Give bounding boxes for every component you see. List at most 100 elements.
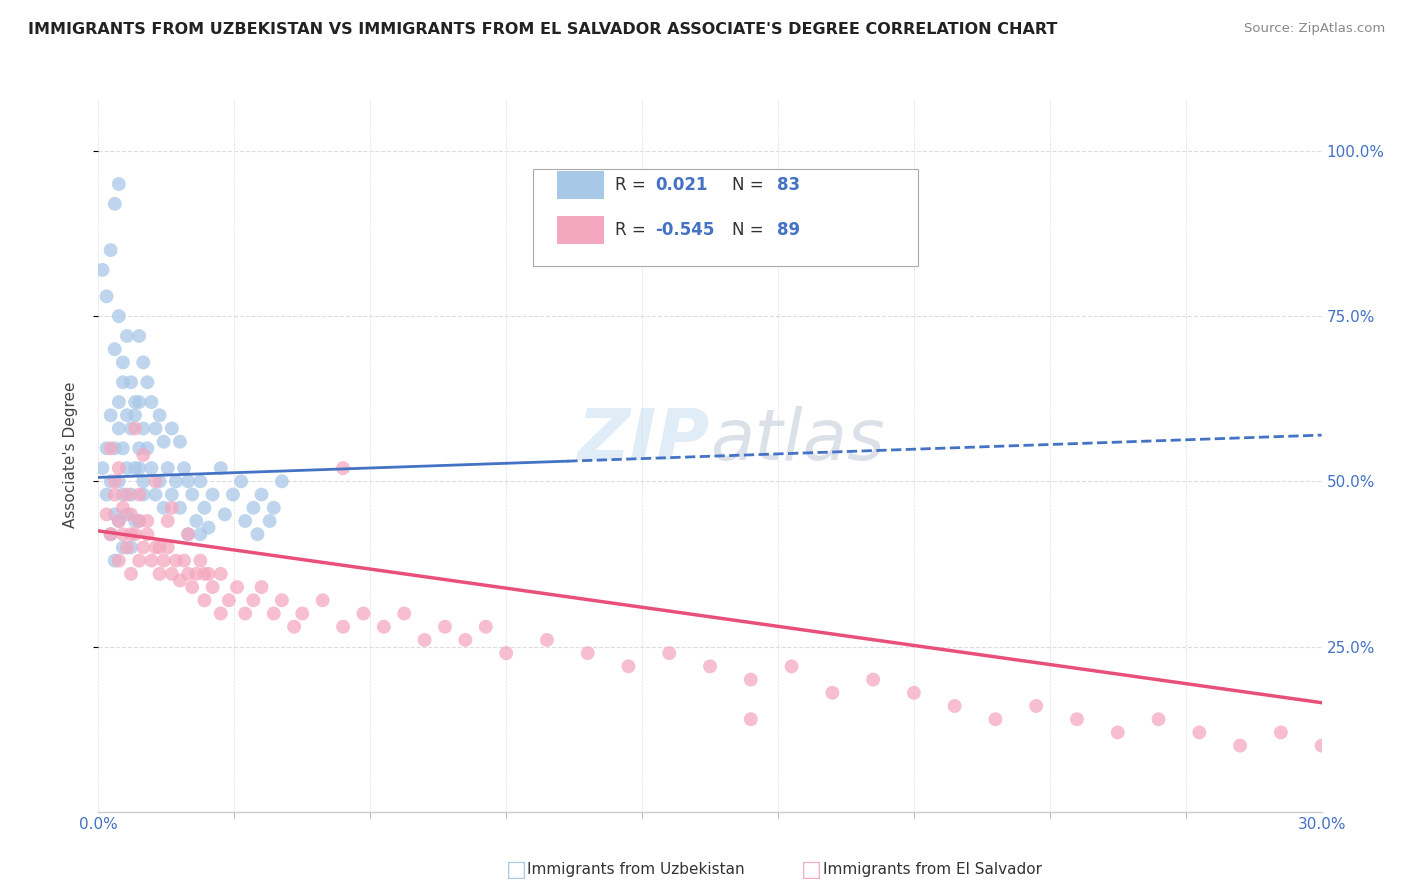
Point bbox=[111, 355, 134, 369]
Point bbox=[108, 514, 131, 528]
Point bbox=[1066, 712, 1088, 726]
Point bbox=[263, 607, 285, 621]
Point bbox=[177, 527, 200, 541]
Point bbox=[128, 554, 150, 568]
Point bbox=[111, 500, 134, 515]
Point bbox=[156, 514, 179, 528]
Point bbox=[111, 376, 134, 390]
Point bbox=[177, 566, 200, 581]
Point bbox=[658, 646, 681, 660]
Point bbox=[160, 566, 183, 581]
Text: ZIP: ZIP bbox=[578, 406, 710, 475]
Point bbox=[984, 712, 1007, 726]
Point bbox=[115, 541, 138, 555]
Point bbox=[115, 487, 138, 501]
Point bbox=[136, 376, 159, 390]
Point bbox=[434, 620, 457, 634]
Point bbox=[100, 442, 122, 456]
Point bbox=[132, 421, 155, 435]
Point bbox=[120, 508, 142, 522]
Text: atlas: atlas bbox=[710, 406, 884, 475]
Point bbox=[218, 593, 240, 607]
Point bbox=[108, 309, 131, 323]
Text: 83: 83 bbox=[778, 177, 800, 194]
Point bbox=[120, 566, 142, 581]
Point bbox=[454, 632, 477, 647]
Point bbox=[120, 376, 142, 390]
Point bbox=[104, 442, 127, 456]
Point bbox=[96, 442, 118, 456]
Point bbox=[141, 554, 163, 568]
Point bbox=[160, 421, 183, 435]
Point bbox=[111, 487, 134, 501]
Point bbox=[373, 620, 395, 634]
Point bbox=[1229, 739, 1251, 753]
Bar bbox=[557, 216, 603, 244]
Point bbox=[413, 632, 436, 647]
Point bbox=[128, 487, 150, 501]
Point bbox=[312, 593, 335, 607]
Point bbox=[96, 289, 118, 303]
Point bbox=[270, 593, 294, 607]
Text: R =: R = bbox=[614, 221, 651, 239]
Point bbox=[209, 461, 232, 475]
Point bbox=[152, 500, 174, 515]
Point bbox=[108, 421, 131, 435]
Point bbox=[104, 475, 127, 489]
Point bbox=[149, 566, 172, 581]
Point bbox=[943, 698, 966, 713]
Point bbox=[165, 475, 187, 489]
Point bbox=[108, 177, 131, 191]
Point bbox=[188, 475, 212, 489]
Point bbox=[209, 566, 232, 581]
Text: N =: N = bbox=[733, 177, 769, 194]
Point bbox=[181, 580, 204, 594]
Point bbox=[740, 712, 762, 726]
Point bbox=[115, 329, 138, 343]
Point bbox=[177, 475, 200, 489]
Point bbox=[214, 508, 236, 522]
Text: □: □ bbox=[801, 860, 823, 880]
Point bbox=[862, 673, 884, 687]
Point bbox=[128, 514, 150, 528]
Point bbox=[576, 646, 599, 660]
Point bbox=[242, 500, 264, 515]
Point bbox=[197, 520, 219, 534]
Point bbox=[111, 541, 134, 555]
Point bbox=[332, 620, 354, 634]
Point bbox=[201, 580, 224, 594]
Point bbox=[177, 527, 200, 541]
Point bbox=[124, 395, 146, 409]
Point bbox=[246, 527, 269, 541]
Text: Immigrants from Uzbekistan: Immigrants from Uzbekistan bbox=[527, 863, 745, 877]
FancyBboxPatch shape bbox=[533, 169, 918, 266]
Point bbox=[160, 500, 183, 515]
Point bbox=[1107, 725, 1129, 739]
Point bbox=[120, 421, 142, 435]
Point bbox=[1310, 739, 1333, 753]
Point bbox=[111, 527, 134, 541]
Point bbox=[100, 475, 122, 489]
Point bbox=[96, 508, 118, 522]
Point bbox=[209, 607, 232, 621]
Point bbox=[100, 409, 122, 423]
Point bbox=[108, 514, 131, 528]
Point bbox=[1147, 712, 1170, 726]
Point bbox=[291, 607, 314, 621]
Point bbox=[332, 461, 354, 475]
Point bbox=[145, 475, 167, 489]
Point bbox=[145, 541, 167, 555]
Point bbox=[96, 487, 118, 501]
Point bbox=[104, 554, 127, 568]
Point bbox=[132, 475, 155, 489]
Point bbox=[124, 461, 146, 475]
Point bbox=[124, 409, 146, 423]
Point bbox=[250, 487, 273, 501]
Point bbox=[169, 500, 191, 515]
Point bbox=[283, 620, 305, 634]
Point bbox=[186, 514, 208, 528]
Point bbox=[1025, 698, 1047, 713]
Point bbox=[740, 673, 762, 687]
Point bbox=[145, 421, 167, 435]
Point bbox=[222, 487, 245, 501]
